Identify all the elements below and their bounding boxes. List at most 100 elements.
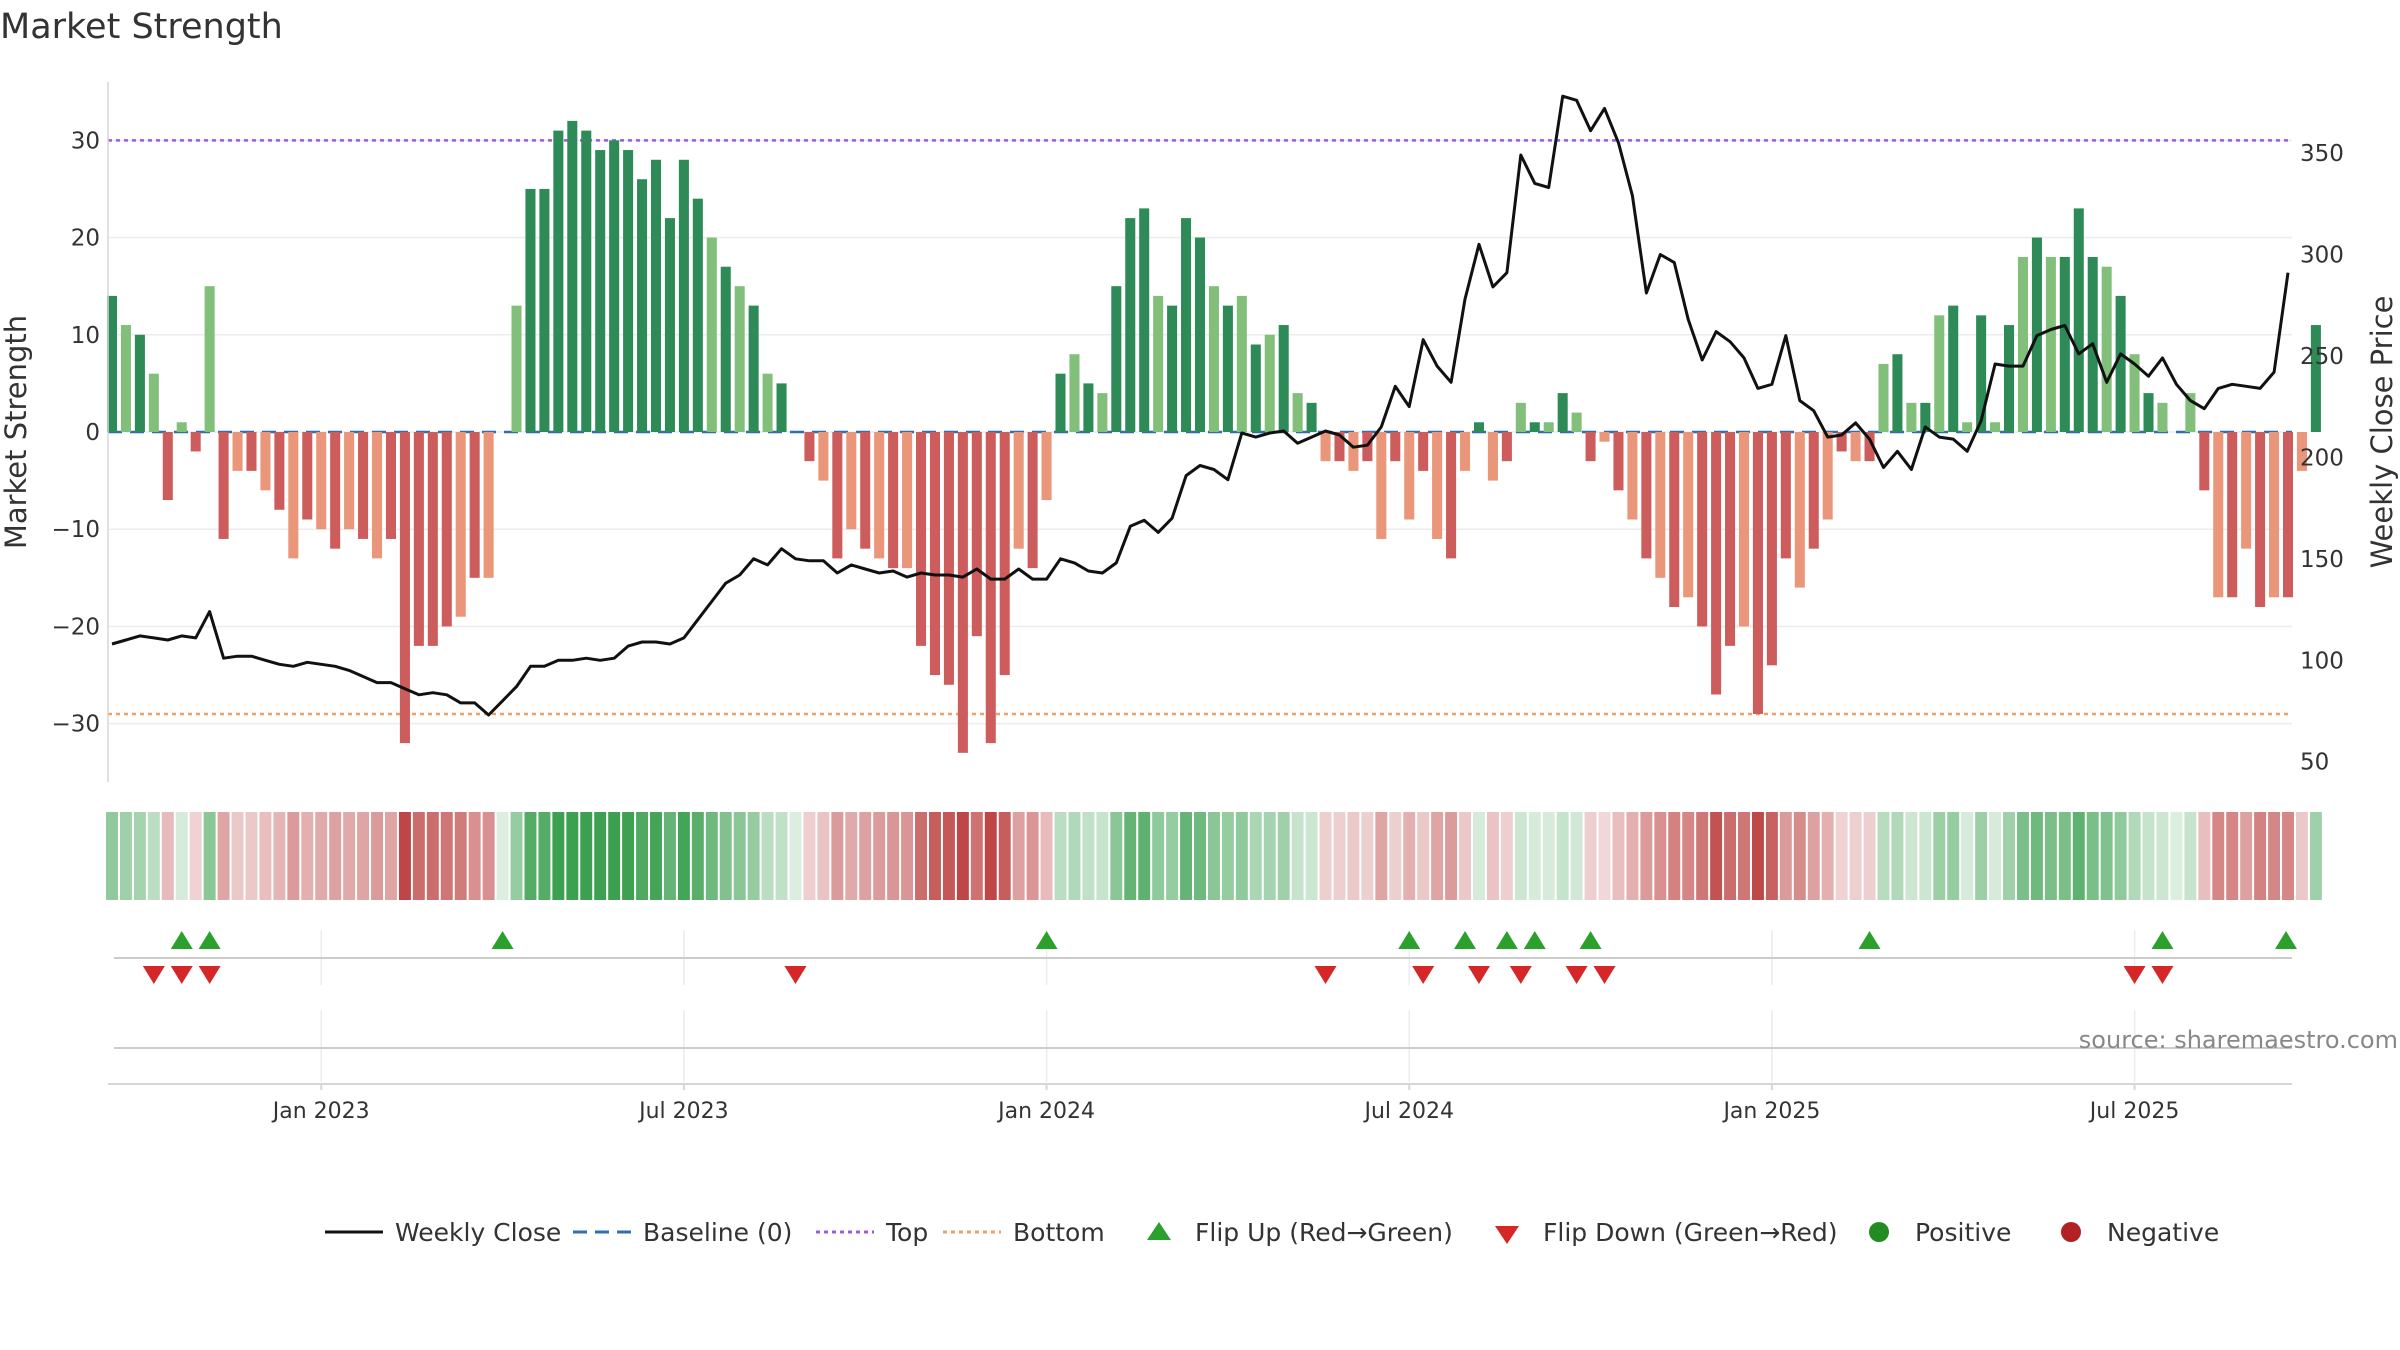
flip-up-marker: [1035, 931, 1058, 949]
strength-bar: [176, 422, 187, 432]
strength-bar: [1934, 315, 1945, 432]
heat-cell: [1305, 812, 1318, 900]
heat-cell: [887, 812, 900, 900]
strength-bar: [678, 159, 689, 432]
strength-bar: [888, 432, 899, 569]
heat-cell: [1235, 812, 1248, 900]
strength-bar: [288, 432, 299, 559]
strength-bar: [1599, 432, 1610, 442]
strength-bar: [2157, 402, 2168, 432]
heat-cell: [1026, 812, 1039, 900]
heat-cell: [956, 812, 969, 900]
strength-bar: [218, 432, 229, 539]
heat-cell: [1779, 812, 1792, 900]
strength-bar: [2255, 432, 2266, 607]
heat-cell: [482, 812, 495, 900]
y-axis-label: Market Strength: [0, 315, 33, 549]
strength-bar: [120, 325, 131, 432]
flip-up-marker: [1495, 931, 1518, 949]
heat-cell: [1291, 812, 1304, 900]
heat-cell: [1152, 812, 1165, 900]
legend-item[interactable]: Top: [816, 1218, 928, 1247]
legend-item[interactable]: Bottom: [943, 1218, 1105, 1247]
heat-cell: [1947, 812, 1960, 900]
heat-cell: [1124, 812, 1137, 900]
heat-cell: [831, 812, 844, 900]
x-tick-label: Jan 2025: [1721, 1099, 1820, 1124]
legend-label: Top: [885, 1218, 928, 1247]
heat-cell: [496, 812, 509, 900]
strength-bar: [902, 432, 913, 569]
legend-item[interactable]: Flip Up (Red→Green): [1147, 1218, 1453, 1247]
legend-item[interactable]: Baseline (0): [573, 1218, 792, 1247]
legend-item[interactable]: Weekly Close: [325, 1218, 561, 1247]
heat-cell: [1556, 812, 1569, 900]
strength-bar: [1543, 422, 1554, 432]
heat-cell: [1584, 812, 1597, 900]
y2-tick-label: 200: [2300, 445, 2344, 471]
strength-bar: [1585, 432, 1596, 462]
heat-cell: [231, 812, 244, 900]
strength-bar: [1906, 402, 1917, 432]
strength-bar: [609, 140, 620, 433]
legend-item[interactable]: Positive: [1869, 1218, 2011, 1247]
heat-cell: [705, 812, 718, 900]
legend-item[interactable]: Flip Down (Green→Red): [1495, 1218, 1838, 1247]
heat-cell: [1877, 812, 1890, 900]
heat-cell: [1166, 812, 1179, 900]
legend[interactable]: Weekly Close Baseline (0) Top Bottom Flip Up…: [325, 1218, 2219, 1247]
strength-bar: [776, 383, 787, 432]
heat-cell: [2100, 812, 2113, 900]
heat-cell: [789, 812, 802, 900]
heat-cell: [2044, 812, 2057, 900]
heat-cell: [566, 812, 579, 900]
strength-bar: [162, 432, 173, 501]
heat-cell: [329, 812, 342, 900]
heat-cell: [2212, 812, 2225, 900]
legend-label: Weekly Close: [395, 1218, 561, 1247]
heat-cell: [203, 812, 216, 900]
heat-cell: [510, 812, 523, 900]
strength-bar: [1013, 432, 1024, 549]
heat-cell: [1347, 812, 1360, 900]
heat-cell: [1431, 812, 1444, 900]
strength-bar: [1920, 402, 1931, 432]
heat-cell: [1626, 812, 1639, 900]
heat-cell: [1682, 812, 1695, 900]
legend-item[interactable]: Negative: [2061, 1218, 2219, 1247]
strength-bar: [511, 305, 522, 432]
heat-cell: [189, 812, 202, 900]
chart-title: Market Strength: [0, 7, 283, 47]
flip-up-marker: [1523, 931, 1546, 949]
heat-cell: [998, 812, 1011, 900]
flip-down-marker: [1593, 966, 1616, 984]
heat-cell: [1751, 812, 1764, 900]
strength-bar: [2213, 432, 2224, 598]
legend-swatch: [1869, 1222, 1889, 1242]
flip-down-marker: [1565, 966, 1588, 984]
heat-cell: [594, 812, 607, 900]
flip-down-marker: [1314, 966, 1337, 984]
strength-bar: [1627, 432, 1638, 520]
strength-bar: [1069, 354, 1080, 432]
heat-cell: [398, 812, 411, 900]
heat-cell: [412, 812, 425, 900]
heat-cell: [2003, 812, 2015, 900]
heat-cell: [873, 812, 886, 900]
heat-cell: [1765, 812, 1778, 900]
heat-cell: [315, 812, 328, 900]
heat-cell: [580, 812, 593, 900]
strength-bar: [1557, 393, 1568, 432]
heat-cell: [147, 812, 160, 900]
strength-bar: [1320, 432, 1331, 462]
heat-cell: [1319, 812, 1332, 900]
weekly-close-series: [111, 94, 2290, 717]
strength-bar: [1139, 208, 1150, 432]
strength-bar: [1864, 432, 1875, 462]
flip-down-marker: [2123, 966, 2146, 984]
heat-cell: [426, 812, 439, 900]
heat-cell: [552, 812, 565, 900]
strength-bar: [413, 432, 424, 646]
y-tick-label: 10: [71, 323, 100, 349]
strength-bar: [1501, 432, 1512, 462]
